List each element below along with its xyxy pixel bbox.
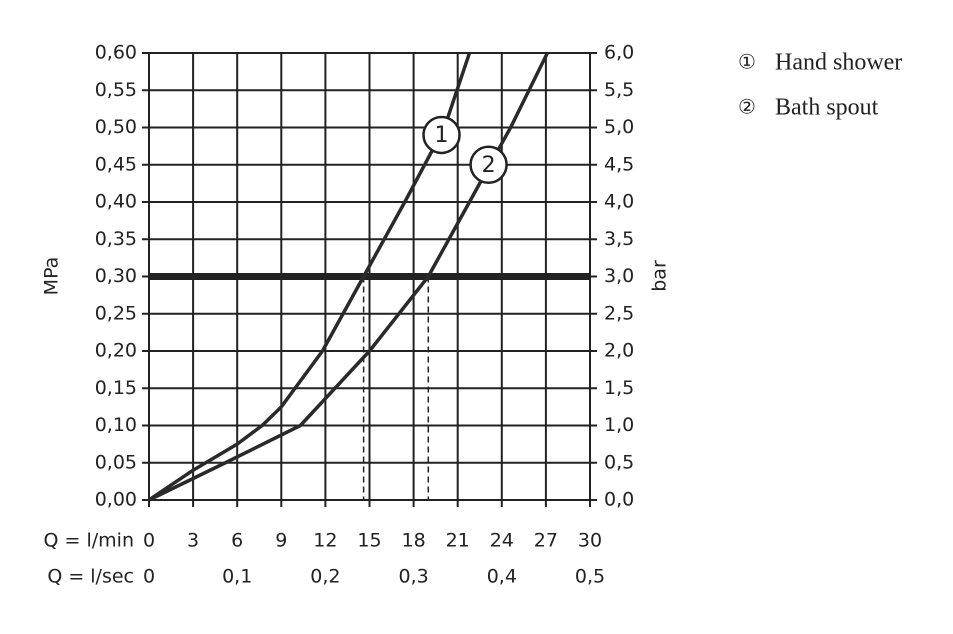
y2-tick-label: 4,0 — [604, 191, 634, 213]
y-tick-label: 0,35 — [95, 228, 137, 250]
x-tick-label: 12 — [313, 530, 337, 552]
y2-tick-label: 3,0 — [604, 265, 634, 287]
x-tick-label: 24 — [490, 530, 514, 552]
y2-tick-label: 2,0 — [604, 340, 634, 362]
y2-tick-label: 1,5 — [604, 377, 634, 399]
y-axis-label: MPa — [41, 257, 63, 296]
y-tick-label: 0,30 — [95, 265, 137, 287]
x2-tick-label: 0,1 — [222, 566, 252, 588]
y-tick-label: 0,05 — [95, 451, 137, 473]
y-tick-label: 0,55 — [95, 79, 137, 101]
x2-tick-label: 0,4 — [487, 566, 517, 588]
legend-label: Hand shower — [775, 50, 902, 76]
y-tick-label: 0,60 — [95, 42, 137, 64]
y2-axis-label: bar — [649, 260, 671, 292]
x-tick-label: 27 — [534, 530, 558, 552]
x2-tick-label: 0,2 — [310, 566, 340, 588]
x2-tick-label: 0 — [143, 566, 155, 588]
y-tick-label: 0,00 — [95, 489, 137, 511]
y-tick-label: 0,15 — [95, 377, 137, 399]
y2-tick-label: 0,0 — [604, 489, 634, 511]
y-tick-label: 0,40 — [95, 191, 137, 213]
x2-tick-label: 0,5 — [575, 566, 605, 588]
legend-marker: ① — [738, 52, 756, 74]
y-tick-label: 0,50 — [95, 116, 137, 138]
y2-tick-label: 3,5 — [604, 228, 634, 250]
y2-tick-label: 5,0 — [604, 116, 634, 138]
y2-tick-label: 2,5 — [604, 302, 634, 324]
x-tick-label: 21 — [446, 530, 470, 552]
x-tick-label: 18 — [402, 530, 426, 552]
x-tick-label: 3 — [187, 530, 199, 552]
curve-label-circle — [422, 115, 461, 155]
y-tick-label: 0,45 — [95, 153, 137, 175]
x-tick-label: 9 — [275, 530, 287, 552]
x-tick-label: 0 — [143, 530, 155, 552]
x-axis-label: Q = l/min — [44, 530, 134, 552]
y2-tick-label: 0,5 — [604, 451, 634, 473]
y2-tick-label: 5,5 — [604, 79, 634, 101]
series-line — [148, 52, 549, 502]
y2-tick-label: 4,5 — [604, 153, 634, 175]
series-line — [148, 52, 472, 502]
x-tick-label: 6 — [231, 530, 243, 552]
x-tick-label: 15 — [357, 530, 381, 552]
y2-tick-label: 1,0 — [604, 414, 634, 436]
curve-label: 1 — [435, 123, 449, 148]
legend-label: Bath spout — [775, 95, 879, 121]
y-tick-label: 0,10 — [95, 414, 137, 436]
curve-label-circle — [469, 145, 508, 184]
legend-marker: ② — [738, 97, 756, 119]
y-tick-label: 0,20 — [95, 340, 137, 362]
curve-label: 2 — [482, 153, 496, 178]
y2-tick-label: 6,0 — [604, 42, 634, 64]
x-tick-label: 30 — [578, 530, 602, 552]
x2-axis-label: Q = l/sec — [47, 566, 134, 588]
x2-tick-label: 0,3 — [398, 566, 428, 588]
y-tick-label: 0,25 — [95, 302, 137, 324]
